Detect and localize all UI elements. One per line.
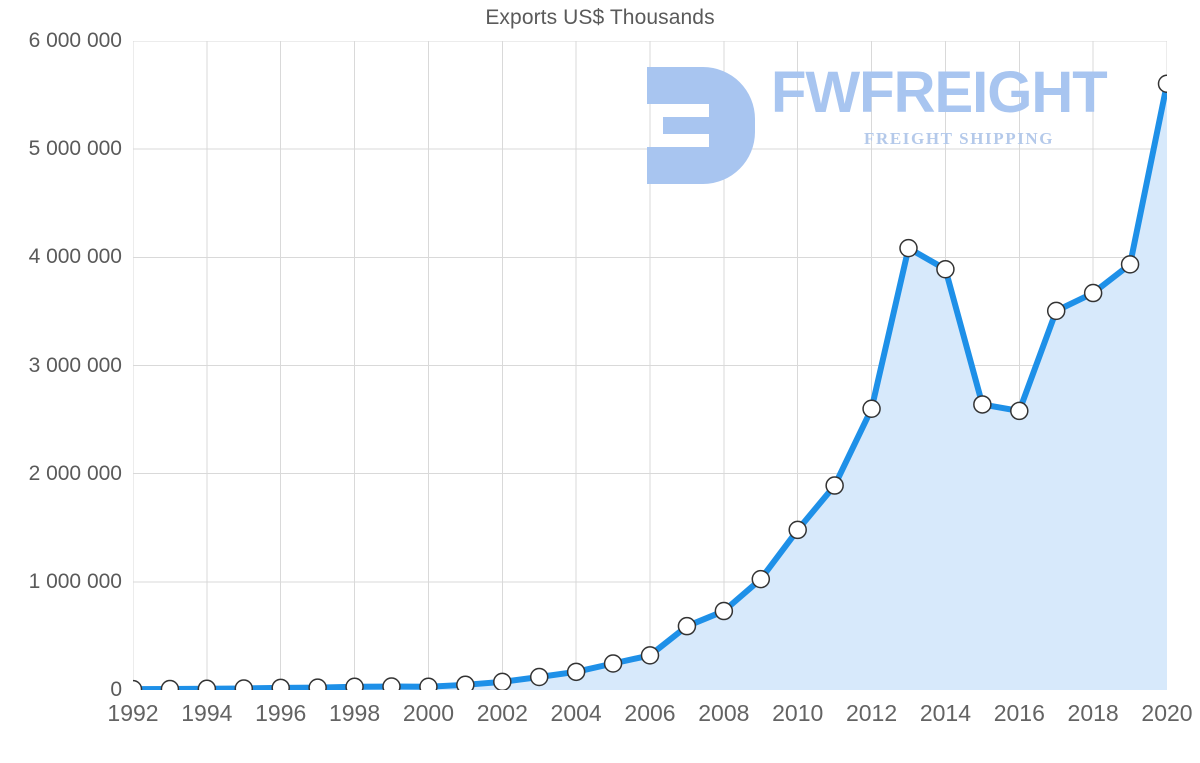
x-axis-tick-label: 2000 (402, 700, 455, 726)
x-axis-tick-label: 1994 (181, 700, 233, 726)
x-axis-tick-label: 2004 (550, 700, 602, 726)
chart-title: Exports US$ Thousands (485, 6, 715, 29)
data-point-marker[interactable] (973, 395, 992, 414)
data-point-marker[interactable] (271, 678, 290, 690)
data-point-marker[interactable] (133, 679, 143, 690)
data-point-markers (133, 74, 1168, 690)
x-axis-tick-label: 2002 (476, 700, 528, 726)
exports-area-fill (133, 83, 1167, 690)
plot-area (133, 41, 1167, 690)
data-point-marker[interactable] (566, 662, 586, 682)
data-point-marker[interactable] (1120, 255, 1140, 274)
data-point-marker[interactable] (160, 679, 180, 690)
x-axis-tick-label: 2008 (698, 700, 750, 726)
x-axis-tick-label: 1992 (107, 700, 159, 726)
data-point-marker[interactable] (1157, 74, 1168, 93)
x-axis-tick-label: 2020 (1141, 700, 1193, 726)
data-point-marker[interactable] (529, 667, 549, 687)
x-axis-tick-label: 1998 (328, 700, 381, 726)
y-axis-tick-label: 5 000 000 (28, 137, 122, 161)
data-point-marker[interactable] (751, 569, 771, 589)
data-point-marker[interactable] (234, 679, 254, 690)
data-point-marker[interactable] (382, 677, 401, 690)
data-point-marker[interactable] (1010, 401, 1029, 421)
data-point-marker[interactable] (603, 654, 623, 673)
x-axis-tick-label: 2014 (919, 700, 972, 726)
x-axis-tick-label: 2010 (772, 700, 824, 726)
data-point-marker[interactable] (714, 601, 734, 621)
x-axis-tick-label: 2012 (845, 700, 898, 726)
data-point-marker[interactable] (456, 675, 475, 690)
data-point-marker[interactable] (788, 520, 807, 540)
data-point-marker[interactable] (1083, 283, 1103, 303)
data-point-marker[interactable] (936, 259, 955, 279)
data-point-marker[interactable] (677, 616, 697, 636)
x-axis-tick-label: 1996 (255, 700, 307, 726)
data-point-marker[interactable] (862, 399, 881, 419)
x-axis-tick-label: 2016 (993, 700, 1045, 726)
y-axis-tick-label: 3 000 000 (28, 353, 122, 377)
x-axis-tick-label: 2006 (624, 700, 676, 726)
chart-canvas (133, 41, 1167, 690)
data-point-marker[interactable] (640, 646, 660, 665)
data-point-marker[interactable] (197, 679, 217, 690)
y-axis-tick-label: 6 000 000 (28, 29, 122, 52)
y-axis-tick-label: 0 (110, 678, 122, 701)
data-point-marker[interactable] (345, 677, 364, 690)
y-axis-tick-label: 2 000 000 (28, 461, 122, 485)
data-point-marker[interactable] (825, 476, 844, 495)
y-axis-tick-label: 1 000 000 (28, 569, 122, 593)
data-point-marker[interactable] (899, 238, 918, 258)
data-point-marker[interactable] (308, 678, 327, 690)
x-axis-tick-label: 2018 (1067, 700, 1119, 726)
data-point-marker[interactable] (1046, 301, 1066, 321)
data-point-marker[interactable] (419, 677, 438, 690)
data-point-marker[interactable] (493, 672, 512, 690)
y-axis-tick-label: 4 000 000 (28, 245, 122, 269)
